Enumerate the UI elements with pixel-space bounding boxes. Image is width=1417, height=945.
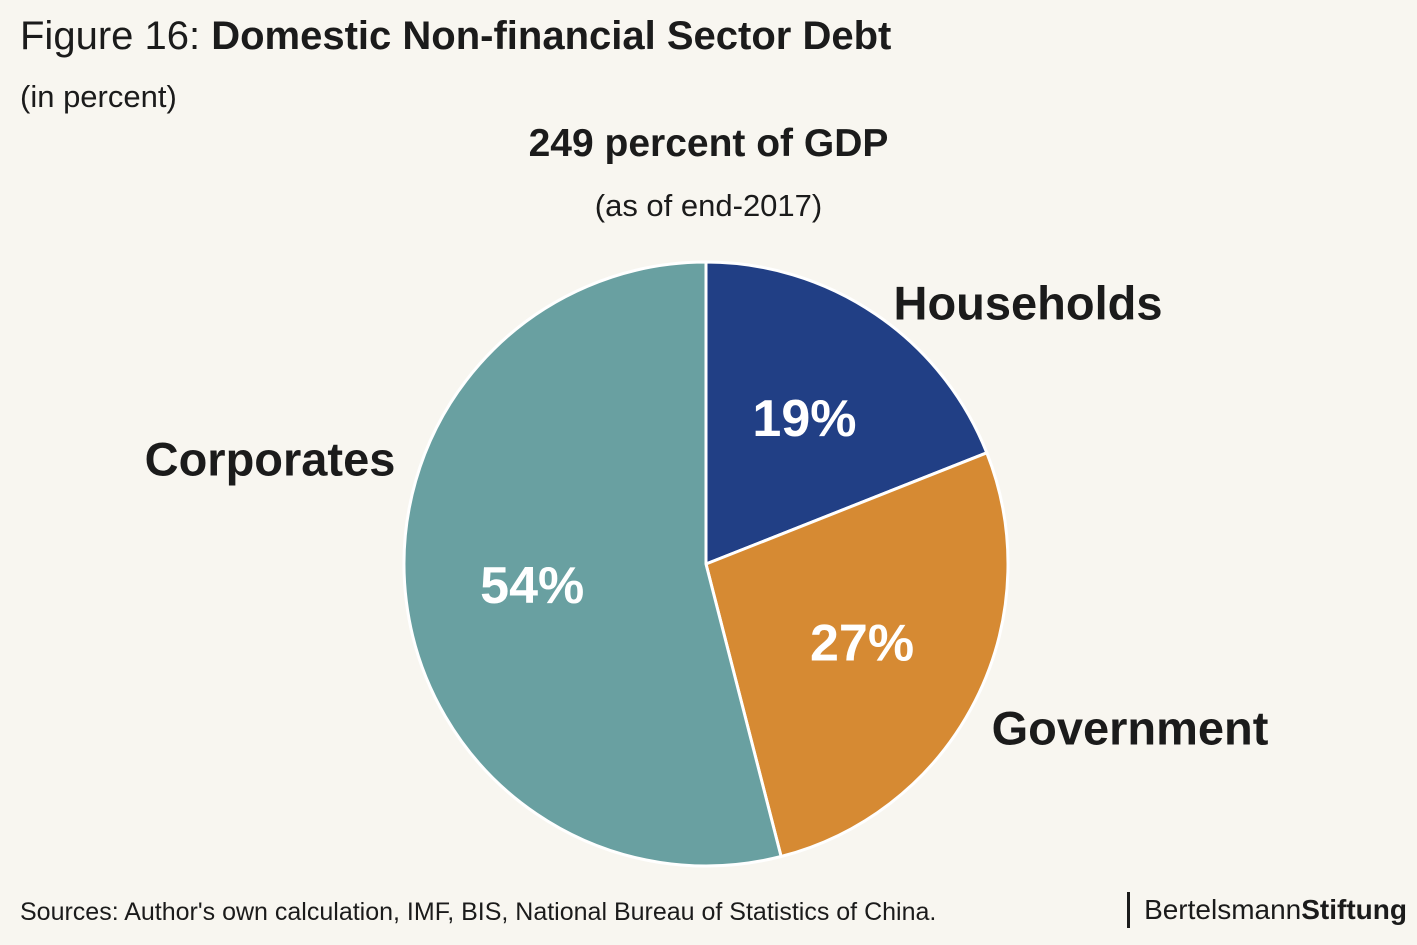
pie-slice-households — [704, 260, 989, 566]
figure-title: Figure 16: Domestic Non-financial Sector… — [20, 12, 891, 60]
chart-subtitle: (as of end-2017) — [594, 188, 823, 223]
pie-percent-label-households: 19% — [752, 390, 856, 448]
logo-divider — [1127, 892, 1131, 928]
figure-subtitle: (in percent) — [20, 79, 177, 114]
pie-category-label-households: Households — [894, 276, 1163, 329]
figure-number: Figure 16: — [20, 14, 212, 58]
pie-category-labels: Households Government Corporates — [145, 276, 1269, 754]
pie-category-label-government: Government — [992, 701, 1269, 754]
pie-slices — [402, 260, 1010, 868]
pie-slice-corporates — [402, 260, 783, 868]
pie-category-label-corporates: Corporates — [145, 432, 396, 485]
figure-title-text: Domestic Non-financial Sector Debt — [211, 14, 892, 58]
logo-text-stiftung: Stiftung — [1301, 894, 1407, 925]
pie-slice-government — [704, 451, 1010, 859]
logo-text-bertelsmann: Bertelsmann — [1144, 894, 1302, 925]
chart-title: 249 percent of GDP — [528, 122, 889, 165]
bertelsmann-stiftung-logo: Bertelsmann Stiftung — [1127, 890, 1407, 930]
pie-percent-label-corporates: 54% — [480, 557, 584, 615]
pie-percent-label-government: 27% — [810, 615, 914, 673]
pie-percent-labels: 19% 27% 54% — [480, 390, 914, 672]
sources-note: Sources: Author's own calculation, IMF, … — [20, 898, 937, 926]
